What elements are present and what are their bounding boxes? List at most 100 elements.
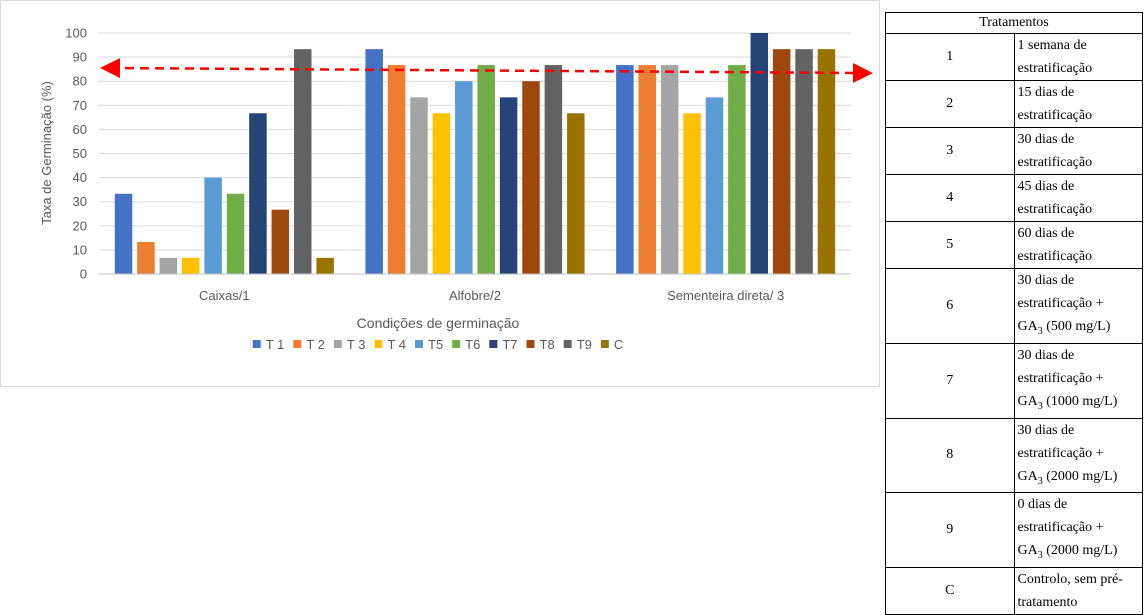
bar (159, 257, 178, 274)
bar (204, 177, 222, 274)
treatment-id: 6 (885, 268, 1015, 344)
legend-swatch (374, 340, 383, 348)
treatment-description: 60 dias de estratificação (1013, 221, 1143, 269)
bar (387, 65, 406, 274)
x-tick-label: Sementeira direta/ 3 (667, 288, 784, 303)
treatment-line: 15 dias de estratificação (1017, 85, 1093, 123)
treatment-description: 45 dias de estratificação (1013, 174, 1143, 222)
treatment-description: 1 semana de estratificação (1013, 33, 1143, 81)
legend-swatch (563, 340, 572, 348)
legend-label: T 2 (306, 337, 325, 352)
legend-label: T6 (465, 337, 480, 352)
y-axis-title: Taxa de Germinação (%) (39, 81, 54, 225)
legend-label: T 3 (347, 337, 366, 352)
treatment-row: 5 60 dias de estratificação (885, 221, 1143, 269)
treatment-line: 30 dias de estratificação + (1017, 422, 1104, 461)
treatment-description: Controlo, sem pré-tratamento (1013, 567, 1143, 615)
legend-swatch (452, 340, 461, 348)
legend-label: C (614, 337, 623, 352)
bar (271, 209, 290, 274)
treatment-line: GA3 (2000 mg/L) (1017, 468, 1118, 487)
bar (293, 49, 312, 274)
legend-swatch (600, 340, 609, 348)
bar (728, 65, 746, 274)
bar (638, 65, 657, 274)
legend-label: T9 (577, 337, 592, 352)
treatment-row: 4 45 dias de estratificação (885, 174, 1143, 222)
bar (567, 113, 585, 275)
treatment-id: 3 (885, 127, 1015, 175)
legend-swatch (526, 340, 535, 348)
treatment-row: 8 30 dias de estratificação + GA3 (2000 mg… (885, 417, 1143, 494)
legend-swatch (293, 340, 302, 348)
treatment-line: 45 dias de estratificação (1017, 179, 1093, 217)
treatment-line: 30 dias de estratificação (1017, 132, 1093, 170)
legend-swatch (415, 340, 423, 348)
y-tick-label: 40 (73, 170, 87, 185)
bar (455, 81, 473, 274)
bar (249, 113, 267, 275)
treatment-row: 3 30 dias de estratificação (885, 127, 1143, 175)
treatment-id: 5 (885, 221, 1015, 269)
treatment-id: 9 (885, 492, 1015, 569)
bar (432, 113, 451, 275)
treatment-description: 30 dias de estratificação + GA3 (2000 mg/… (1013, 417, 1143, 494)
treatment-line: GA3 (2000 mg/L) (1017, 543, 1118, 562)
treatment-line: 0 dias de estratificação + (1017, 497, 1104, 536)
treatment-line: Controlo, sem pré-tratamento (1017, 572, 1123, 611)
bar (705, 97, 724, 274)
x-tick-label: Alfobre/2 (449, 288, 501, 303)
bar (683, 113, 701, 275)
bar (544, 65, 563, 274)
treatment-id: C (885, 567, 1015, 615)
treatment-description: 30 dias de estratificação (1013, 127, 1143, 175)
y-tick-label: 100 (65, 26, 87, 41)
treatment-id: 1 (885, 33, 1015, 81)
bar (226, 193, 245, 274)
legend-label: T8 (540, 337, 555, 352)
bar (137, 241, 155, 274)
legend-label: T5 (428, 337, 443, 352)
treatment-id: 2 (885, 80, 1015, 128)
y-tick-label: 0 (80, 267, 87, 282)
bar (750, 33, 769, 274)
y-tick-label: 60 (73, 122, 87, 137)
bar (114, 193, 133, 274)
treatment-row: 6 30 dias de estratificação + GA3 (500 mg/… (885, 268, 1143, 344)
treatment-line: 30 dias de estratificação + (1017, 273, 1104, 311)
bar (817, 49, 836, 274)
treatment-description: 0 dias de estratificação + GA3 (2000 mg/L… (1013, 492, 1143, 569)
legend-label: T 1 (266, 337, 285, 352)
treatment-row: C Controlo, sem pré-tratamento (885, 567, 1143, 615)
treatment-row: 7 30 dias de estratificação + GA3 (1000 mg… (885, 342, 1143, 419)
legend-label: T7 (502, 337, 517, 352)
bar (772, 49, 791, 274)
x-axis-title: Condições de germinação (357, 315, 520, 331)
bar (795, 49, 813, 274)
bar (616, 65, 634, 274)
treatment-id: 7 (885, 342, 1015, 419)
legend-swatch (252, 340, 261, 348)
treatment-line: GA3 (1000 mg/L) (1017, 393, 1118, 412)
treatment-id: 8 (885, 417, 1015, 494)
treatment-description: 30 dias de estratificação + GA3 (500 mg/L… (1013, 268, 1143, 344)
legend-label: T 4 (387, 337, 406, 352)
treatments-table-header: Tratamentos (885, 12, 1143, 34)
y-tick-label: 90 (73, 50, 87, 65)
bar (522, 81, 540, 274)
bar (410, 97, 428, 274)
treatment-description: 15 dias de estratificação (1013, 80, 1143, 128)
y-tick-label: 80 (73, 74, 87, 89)
y-tick-label: 30 (73, 194, 87, 209)
bar (316, 257, 334, 274)
bar (499, 97, 518, 274)
x-tick-label: Caixas/1 (199, 288, 250, 303)
treatment-line: 1 semana de estratificação (1017, 38, 1093, 76)
reference-line (100, 58, 873, 83)
treatment-id: 4 (885, 174, 1015, 222)
treatment-description: 30 dias de estratificação + GA3 (1000 mg/… (1013, 342, 1143, 419)
treatment-row: 2 15 dias de estratificação (885, 80, 1143, 128)
